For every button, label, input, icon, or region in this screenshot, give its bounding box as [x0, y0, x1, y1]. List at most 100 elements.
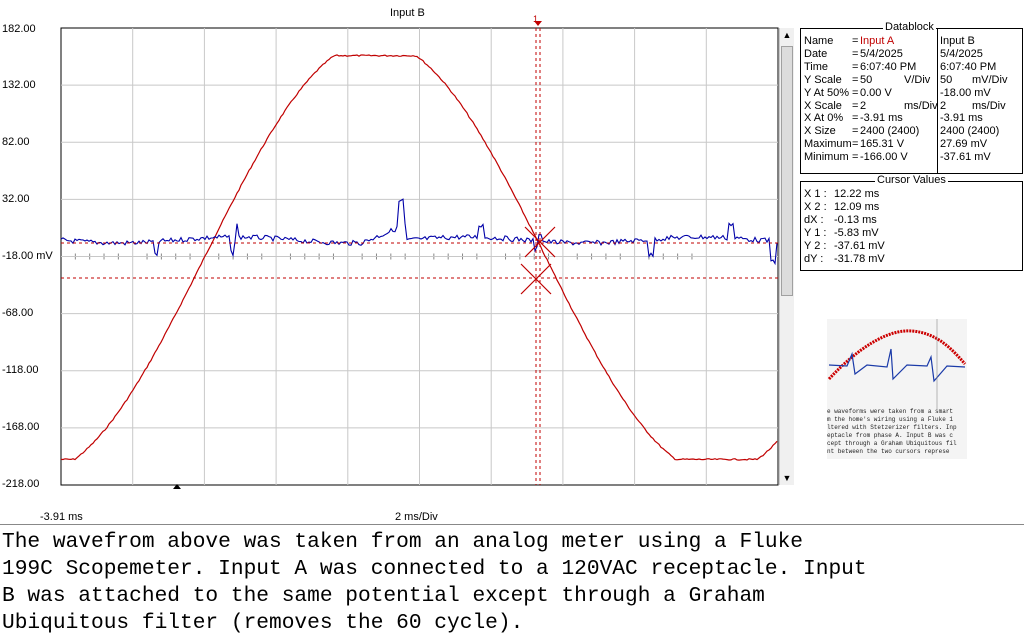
datablock-equals: =	[852, 35, 859, 47]
datablock-value-a: -166.00 V	[860, 151, 908, 164]
datablock-title: Datablock	[883, 21, 936, 33]
cursor-label: dX :	[804, 213, 824, 226]
datablock-label: Maximum	[804, 138, 852, 151]
cursor-value: 12.22 ms	[834, 188, 880, 200]
datablock-value-a: 0.00 V	[860, 86, 892, 99]
datablock-label: X At 0%	[804, 112, 844, 125]
datablock-equals: =	[852, 86, 859, 99]
cursor-value: -37.61 mV	[834, 239, 885, 252]
datablock-label: X Size	[804, 125, 836, 138]
datablock-value-b: -18.00 mV	[940, 86, 991, 99]
y-tick-label: -168.00	[2, 421, 40, 433]
datablock-value-b: 5/4/2025	[940, 47, 983, 60]
thumbnail-text-line: e waveforms were taken from a smart	[827, 408, 954, 415]
datablock-label: Time	[804, 60, 829, 73]
cursor-value: -0.13 ms	[834, 213, 877, 226]
thumbnail-text-line: m the home's wiring using a Fluke 1	[827, 416, 954, 423]
cursor-label: Y 2 :	[804, 239, 827, 252]
caption-area: The wavefrom above was taken from an ana…	[0, 524, 1024, 639]
datablock-value-b: 6:07:40 PM	[940, 60, 997, 73]
datablock-value-a: 2400 (2400)	[860, 125, 920, 138]
cursor-label: X 1 :	[804, 188, 827, 200]
thumbnail-text-line: cept through a Graham Ubiquitous fil	[827, 440, 957, 447]
datablock-value-b: 27.69 mV	[940, 138, 988, 151]
datablock-row: Y At 50% = 0.00 V -18.00 mV	[804, 87, 1020, 100]
datablock-row: X Size = 2400 (2400) 2400 (2400)	[804, 125, 1020, 138]
datablock-row: Maximum = 165.31 V 27.69 mV	[804, 138, 1020, 151]
datablock-value-a: 5/4/2025	[860, 47, 903, 60]
thumbnail-text-line: nt between the two cursors represe	[827, 448, 950, 455]
datablock-value-b: 2400 (2400)	[940, 125, 1000, 138]
trigger-marker-icon	[173, 484, 181, 489]
datablock-row: Name = Input A Input B	[804, 35, 1020, 48]
datablock-value-b: 50	[940, 73, 953, 86]
datablock-equals: =	[852, 125, 859, 138]
cursor-marker-label[interactable]: 1	[533, 14, 539, 24]
datablock-value-a: 165.31 V	[860, 138, 905, 151]
datablock-row: X Scale = 2 ms/Div 2 ms/Div	[804, 100, 1020, 113]
datablock-value-a: -3.91 ms	[860, 112, 903, 125]
thumbnail-text-line: eptacle from phase A. Input B was c	[827, 432, 954, 439]
datablock-value-a: 50	[860, 73, 873, 86]
scroll-up-icon[interactable]: ▲	[780, 28, 794, 42]
cursor-2-marker-icon[interactable]	[520, 263, 552, 295]
datablock-equals: =	[852, 60, 859, 73]
waveform-plot[interactable]	[0, 0, 800, 500]
datablock-value-b: Input B	[940, 35, 975, 47]
cursor-value: -5.83 mV	[834, 226, 879, 239]
cursor-1-marker-icon[interactable]	[524, 226, 556, 258]
datablock-value-b: -3.91 ms	[940, 112, 983, 125]
datablock-value-a: 6:07:40 PM	[860, 60, 917, 73]
vertical-scrollbar[interactable]: ▲ ▼	[779, 28, 794, 485]
datablock-row: Time = 6:07:40 PM 6:07:40 PM	[804, 61, 1020, 74]
y-tick-label: 82.00	[2, 136, 30, 148]
cursor-value: 12.09 ms	[834, 200, 880, 213]
plot-title: Input B	[390, 7, 425, 19]
y-tick-label: -68.00	[2, 307, 34, 319]
datablock-row: Y Scale = 50 V/Div 50 mV/Div	[804, 74, 1020, 87]
datablock-row: X At 0% = -3.91 ms -3.91 ms	[804, 112, 1020, 125]
x-start-label: -3.91 ms	[40, 511, 83, 523]
cursor-value: -31.78 mV	[834, 252, 885, 265]
x-scale-label: 2 ms/Div	[395, 511, 438, 523]
datablock-value-b: 2	[940, 99, 947, 112]
datablock-equals: =	[852, 99, 859, 112]
cursor-lines[interactable]	[61, 21, 778, 485]
datablock-label: Name	[804, 35, 834, 47]
y-tick-label: 132.00	[2, 79, 36, 91]
cursor-values-title: Cursor Values	[875, 174, 948, 186]
y-tick-label: -218.00	[2, 478, 40, 490]
datablock-label: Y Scale	[804, 73, 842, 86]
datablock-equals: =	[852, 112, 859, 125]
y-tick-label: -18.00 mV	[2, 250, 53, 262]
datablock-panel: Datablock Name = Input A Input B Date = 5/4/20…	[800, 21, 1023, 174]
datablock-label: Y At 50%	[804, 86, 850, 99]
y-tick-label: 182.00	[2, 23, 36, 35]
thumbnail-preview[interactable]: e waveforms were taken from a smart m th…	[827, 319, 967, 459]
datablock-equals: =	[852, 47, 859, 60]
cursor-handle-icon[interactable]	[534, 21, 542, 26]
datablock-row: Date = 5/4/2025 5/4/2025	[804, 48, 1020, 61]
scrollbar-thumb[interactable]	[781, 46, 793, 296]
datablock-value-b: -37.61 mV	[940, 151, 991, 164]
datablock-equals: =	[852, 138, 859, 151]
datablock-label: Minimum	[804, 151, 849, 164]
datablock-value-a: Input A	[860, 35, 895, 47]
datablock-unit-a: ms/Div	[904, 99, 938, 112]
datablock-value-a: 2	[860, 99, 867, 112]
datablock-unit-b: ms/Div	[972, 99, 1006, 112]
datablock-equals: =	[852, 151, 859, 164]
y-tick-label: -118.00	[2, 364, 39, 376]
cursor-values-panel: Cursor Values X 1 : 12.22 ms X 2 : 12.09 ms…	[800, 174, 1023, 271]
scroll-down-icon[interactable]: ▼	[780, 471, 794, 485]
cursor-label: dY :	[804, 252, 824, 265]
y-tick-label: 32.00	[2, 193, 30, 205]
datablock-unit-b: mV/Div	[972, 73, 1008, 86]
thumbnail-text-line: ltered with Stetzerizer filters. Inp	[827, 424, 957, 431]
cursor-label: Y 1 :	[804, 226, 827, 239]
datablock-label: Date	[804, 47, 828, 60]
datablock-row: Minimum = -166.00 V -37.61 mV	[804, 151, 1020, 164]
cursor-label: X 2 :	[804, 200, 827, 213]
caption-text: The wavefrom above was taken from an ana…	[2, 530, 867, 635]
datablock-divider	[937, 29, 938, 173]
